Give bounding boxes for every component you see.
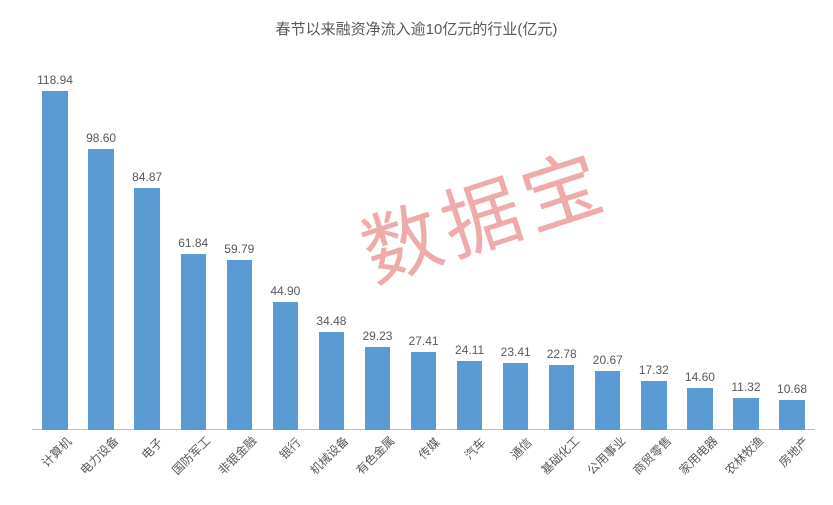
bar-rect	[42, 91, 67, 430]
bar-rect	[549, 365, 574, 430]
bar-rect	[457, 361, 482, 430]
category-label: 机械设备	[301, 427, 353, 479]
bar-value-label: 34.48	[316, 314, 346, 328]
bar-value-label: 23.41	[501, 345, 531, 359]
category-label: 家用电器	[669, 427, 721, 479]
category-label: 电力设备	[71, 427, 123, 479]
bar-slot: 118.94计算机	[32, 60, 78, 430]
bar-rect	[273, 302, 298, 430]
bar-slot: 84.87电子	[124, 60, 170, 430]
bar-slot: 24.11汽车	[447, 60, 493, 430]
bar-slot: 17.32商贸零售	[631, 60, 677, 430]
bar-value-label: 98.60	[86, 131, 116, 145]
bar-rect	[319, 332, 344, 430]
bar-value-label: 20.67	[593, 353, 623, 367]
bar-value-label: 59.79	[224, 242, 254, 256]
bar-slot: 10.68房地产	[769, 60, 815, 430]
bar-rect	[595, 371, 620, 430]
bar-slot: 20.67公用事业	[585, 60, 631, 430]
bar-slot: 22.78基础化工	[539, 60, 585, 430]
bar-rect	[779, 400, 804, 430]
category-label: 房地产	[769, 427, 812, 470]
bar-rect	[503, 363, 528, 430]
category-label: 计算机	[32, 427, 75, 470]
bar-slot: 61.84国防军工	[170, 60, 216, 430]
bar-rect	[733, 398, 758, 430]
bar-value-label: 10.68	[777, 382, 807, 396]
bar-value-label: 44.90	[270, 284, 300, 298]
bar-rect	[365, 347, 390, 430]
category-label: 汽车	[454, 428, 489, 463]
bar-rect	[641, 381, 666, 430]
bar-rect	[411, 352, 436, 430]
bar-slot: 23.41通信	[493, 60, 539, 430]
bar-rect	[227, 260, 252, 430]
bar-value-label: 24.11	[455, 343, 484, 357]
category-label: 传媒	[408, 428, 443, 463]
bar-value-label: 17.32	[639, 363, 669, 377]
bar-slot: 14.60家用电器	[677, 60, 723, 430]
bar-slot: 59.79非银金融	[216, 60, 262, 430]
bar-slot: 98.60电力设备	[78, 60, 124, 430]
category-label: 非银金融	[209, 427, 261, 479]
category-label: 电子	[132, 428, 167, 463]
bar-slot: 11.32农林牧渔	[723, 60, 769, 430]
bar-value-label: 11.32	[731, 380, 760, 394]
chart-title: 春节以来融资净流入逾10亿元的行业(亿元)	[0, 18, 833, 39]
bar-rect	[88, 149, 113, 430]
bar-value-label: 61.84	[178, 236, 208, 250]
bar-value-label: 27.41	[409, 334, 439, 348]
category-label: 基础化工	[531, 427, 583, 479]
bar-value-label: 29.23	[362, 329, 392, 343]
bar-rect	[134, 188, 159, 430]
category-label: 通信	[500, 428, 535, 463]
bar-slot: 44.90银行	[262, 60, 308, 430]
category-label: 商贸零售	[623, 427, 675, 479]
bars-container: 118.94计算机98.60电力设备84.87电子61.84国防军工59.79非…	[32, 60, 815, 430]
bar-value-label: 118.94	[37, 73, 73, 87]
bar-rect	[181, 254, 206, 430]
plot-area: 118.94计算机98.60电力设备84.87电子61.84国防军工59.79非…	[32, 60, 815, 430]
category-label: 有色金属	[347, 427, 399, 479]
category-label: 农林牧渔	[715, 427, 767, 479]
bar-slot: 34.48机械设备	[308, 60, 354, 430]
bar-value-label: 22.78	[547, 347, 577, 361]
bar-value-label: 84.87	[132, 170, 162, 184]
bar-slot: 27.41传媒	[401, 60, 447, 430]
category-label: 银行	[270, 428, 305, 463]
bar-slot: 29.23有色金属	[354, 60, 400, 430]
bar-rect	[687, 388, 712, 430]
bar-value-label: 14.60	[685, 370, 715, 384]
category-label: 公用事业	[577, 427, 629, 479]
category-label: 国防军工	[163, 427, 215, 479]
